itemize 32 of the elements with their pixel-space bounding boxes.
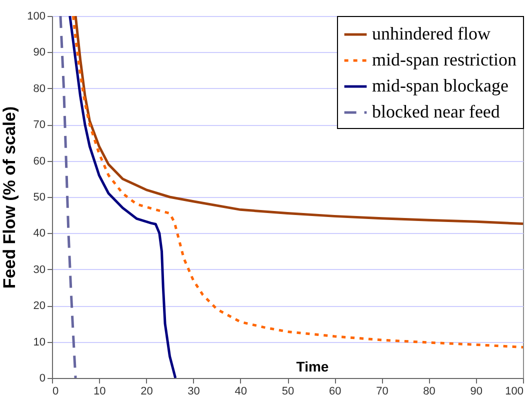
x-tick-label: 20: [140, 386, 153, 398]
x-tick-label: 80: [423, 386, 436, 398]
x-tick-label: 60: [328, 386, 342, 398]
line-series: [59, 16, 77, 378]
y-tick-label: 80: [33, 82, 46, 95]
x-tick-label: 50: [282, 386, 294, 398]
y-axis-title: Feed Flow (% of scale): [0, 106, 20, 289]
line-series: [72, 16, 523, 348]
y-tick-label: 100: [27, 10, 46, 22]
y-tick-label: 0: [39, 372, 46, 384]
legend-label: unhindered flow: [372, 24, 490, 44]
y-tick-label: 50: [33, 192, 46, 204]
line-series: [68, 16, 177, 378]
y-tick-label: 10: [33, 336, 46, 348]
x-tick-label: 0: [52, 386, 59, 398]
x-tick-label: 40: [234, 386, 248, 398]
x-tick-label: 90: [470, 386, 483, 398]
y-tick-label: 30: [33, 264, 46, 276]
legend-label: mid-span restriction: [372, 50, 516, 70]
x-tick-label: 100: [505, 386, 524, 398]
x-axis-title: Time: [296, 358, 329, 374]
line-series: [74, 16, 523, 226]
x-tick-label: 70: [376, 386, 388, 398]
x-tick-label: 30: [188, 386, 200, 398]
legend-label: blocked near feed: [372, 102, 500, 122]
legend-label: mid-span blockage: [372, 76, 508, 96]
y-tick-label: 60: [33, 155, 46, 168]
x-tick-label: 10: [93, 386, 106, 398]
y-tick-label: 70: [33, 119, 46, 132]
y-tick-label: 20: [33, 300, 46, 312]
y-tick-label: 40: [33, 228, 46, 240]
y-tick-label: 90: [33, 46, 46, 59]
